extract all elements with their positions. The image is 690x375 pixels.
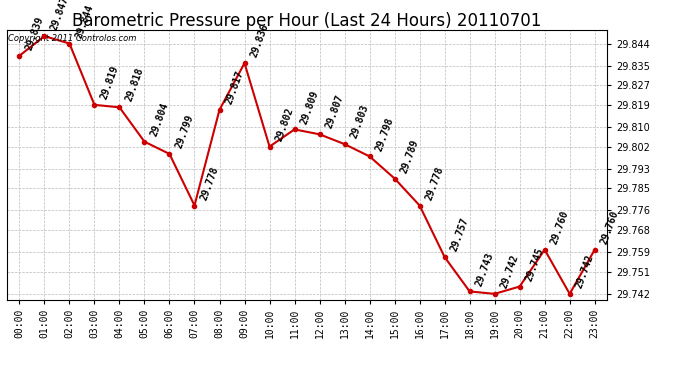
Text: 29.836: 29.836 xyxy=(248,22,270,59)
Text: 29.760: 29.760 xyxy=(549,209,571,246)
Text: 29.742: 29.742 xyxy=(574,253,595,290)
Text: 29.760: 29.760 xyxy=(599,209,620,246)
Text: 29.847: 29.847 xyxy=(48,0,70,32)
Text: 29.802: 29.802 xyxy=(274,106,295,142)
Text: 29.778: 29.778 xyxy=(199,165,220,201)
Text: 29.798: 29.798 xyxy=(374,116,395,152)
Text: 29.807: 29.807 xyxy=(324,94,345,130)
Text: 29.803: 29.803 xyxy=(348,104,371,140)
Text: 29.743: 29.743 xyxy=(474,251,495,287)
Text: 29.745: 29.745 xyxy=(524,246,545,282)
Text: 29.789: 29.789 xyxy=(399,138,420,174)
Text: 29.809: 29.809 xyxy=(299,89,320,125)
Text: 29.817: 29.817 xyxy=(224,69,245,106)
Text: 29.804: 29.804 xyxy=(148,101,170,138)
Text: 29.778: 29.778 xyxy=(424,165,445,201)
Text: 29.799: 29.799 xyxy=(174,113,195,150)
Text: 29.844: 29.844 xyxy=(74,3,95,39)
Text: 29.757: 29.757 xyxy=(448,216,471,253)
Text: 29.742: 29.742 xyxy=(499,253,520,290)
Title: Barometric Pressure per Hour (Last 24 Hours) 20110701: Barometric Pressure per Hour (Last 24 Ho… xyxy=(72,12,542,30)
Text: Copyright 2011 Controlos.com: Copyright 2011 Controlos.com xyxy=(8,34,137,43)
Text: 29.819: 29.819 xyxy=(99,64,120,101)
Text: 29.839: 29.839 xyxy=(23,15,45,52)
Text: 29.818: 29.818 xyxy=(124,67,145,103)
